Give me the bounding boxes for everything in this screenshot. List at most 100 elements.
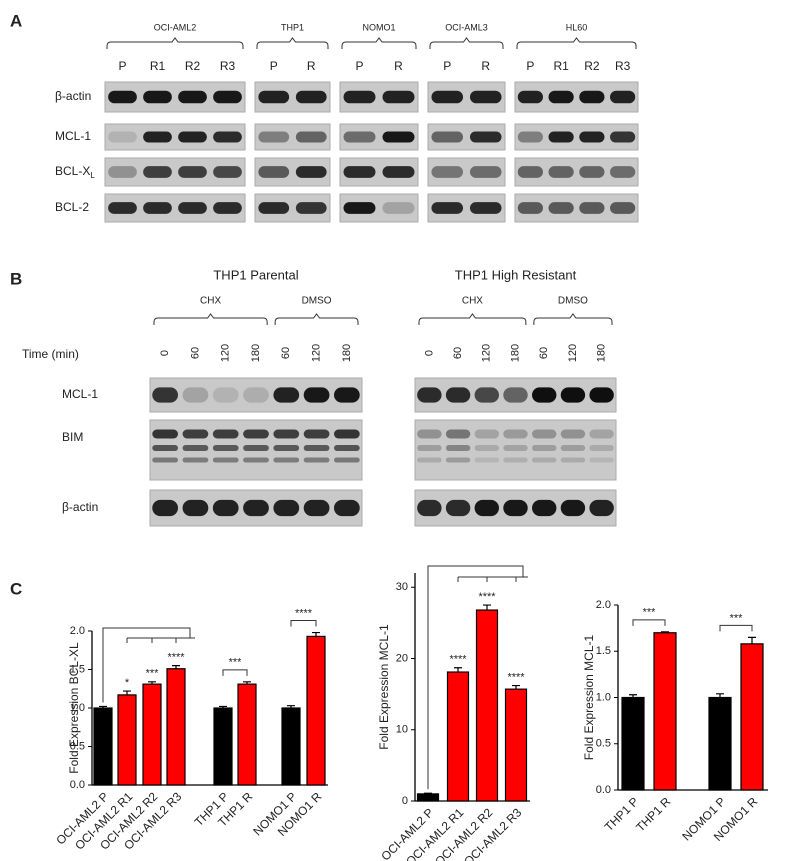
error-bar [172, 665, 180, 669]
band [532, 429, 557, 439]
lane-label: R1 [553, 59, 569, 73]
protein-name: MCL-1 [55, 129, 91, 143]
treatment-label: CHX [462, 296, 483, 307]
band [273, 387, 300, 403]
band [517, 131, 543, 143]
band [610, 202, 636, 214]
panel-label: B [10, 269, 22, 288]
time-point: 180 [250, 344, 262, 362]
band [417, 429, 442, 439]
bar [306, 635, 326, 786]
cell-line-label: NOMO1 [362, 22, 395, 32]
band [503, 429, 528, 439]
y-tick-label: 20 [396, 652, 408, 664]
band [182, 429, 209, 439]
time-point: 60 [538, 347, 550, 359]
band [333, 445, 360, 451]
bar [621, 696, 645, 791]
protein-name: BCL-2 [55, 200, 89, 214]
band [469, 131, 502, 143]
significance-label: *** [229, 657, 243, 669]
band [182, 499, 209, 517]
error-bar [123, 690, 131, 695]
band [243, 445, 269, 451]
band [212, 445, 239, 451]
band [303, 445, 330, 451]
bracket [516, 37, 637, 49]
bar [416, 793, 440, 802]
significance-label: * [125, 677, 130, 689]
protein-label: β-actin [62, 500, 98, 514]
significance-label: **** [167, 652, 185, 664]
bracket [533, 313, 613, 325]
significance-label: *** [730, 612, 744, 624]
time-label: Time (min) [22, 347, 79, 361]
time-point: 120 [310, 344, 322, 362]
significance-bracket [719, 624, 753, 632]
band [333, 429, 360, 439]
band [589, 499, 614, 517]
comparison-bracket [457, 576, 528, 582]
band [417, 445, 442, 451]
cell-line-label: THP1 [281, 22, 304, 32]
band [178, 131, 207, 143]
bar [475, 609, 499, 802]
band [417, 499, 442, 517]
error-bar [219, 705, 227, 708]
time-point: 0 [159, 350, 171, 356]
y-axis-label: Fold Expression BCL-XL [67, 642, 81, 774]
band [108, 166, 137, 178]
significance-bracket [632, 619, 666, 626]
band [474, 387, 499, 403]
band [343, 131, 376, 143]
band [273, 445, 300, 451]
lane-label: R [394, 59, 403, 73]
band [445, 387, 471, 403]
band [474, 429, 499, 439]
band [560, 429, 586, 439]
bar [117, 694, 137, 786]
protein-label: MCL-1 [62, 387, 98, 401]
bar [213, 707, 233, 786]
bar [237, 683, 257, 786]
protein-label: BCL-2 [55, 200, 89, 214]
band [212, 429, 239, 439]
band [295, 202, 327, 214]
band [548, 131, 574, 143]
time-point: 180 [341, 344, 353, 362]
group-title: THP1 Parental [213, 267, 298, 282]
band [243, 457, 269, 463]
band [152, 387, 179, 403]
band [431, 166, 464, 178]
protein-subscript: L [90, 171, 95, 180]
bracket [429, 37, 504, 49]
lane-label: P [526, 59, 534, 73]
band [382, 90, 415, 104]
band [303, 457, 330, 463]
y-tick-label: 0.0 [596, 784, 611, 796]
lane-label: R1 [150, 59, 166, 73]
band [303, 499, 330, 517]
lane-label: P [443, 59, 451, 73]
significance-label: **** [478, 591, 496, 603]
bracket [274, 313, 359, 325]
time-point: 120 [481, 344, 493, 362]
y-tick-label: 0.5 [70, 740, 85, 752]
band [178, 166, 207, 178]
band [560, 457, 586, 463]
significance-label: *** [643, 607, 657, 619]
error-bar [287, 705, 295, 708]
band [517, 202, 543, 214]
treatment-label: DMSO [302, 296, 332, 307]
comparison-bracket [427, 565, 524, 790]
comparison-bracket [102, 627, 191, 703]
protein-label: BCL-XL [55, 164, 95, 180]
band [333, 387, 360, 403]
y-tick-label: 0.5 [596, 738, 611, 750]
y-tick-label: 1.5 [596, 645, 611, 657]
band [273, 429, 300, 439]
band [108, 90, 137, 104]
band [295, 90, 327, 104]
band [417, 387, 442, 403]
